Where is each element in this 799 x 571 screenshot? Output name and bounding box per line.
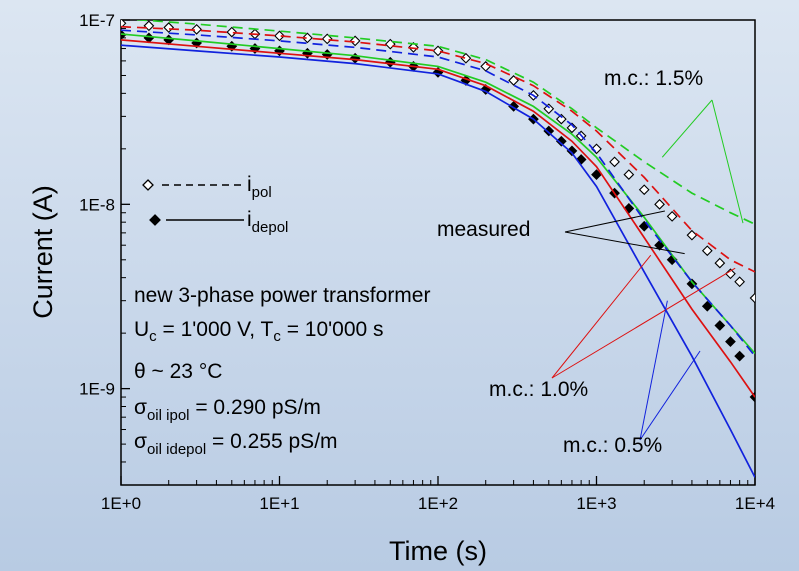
series-line-model-ipol-15 [130, 20, 755, 225]
legend-marker-idepol [149, 214, 161, 226]
x-tick-label: 1E+4 [735, 494, 775, 513]
info-line-4: σoil ipol = 0.290 pS/m [134, 396, 321, 424]
y-axis-label: Current (A) [28, 185, 58, 319]
data-point [143, 20, 155, 32]
data-point [623, 169, 635, 180]
data-point [432, 45, 444, 57]
x-tick-label: 1E+2 [418, 494, 458, 513]
data-point [638, 184, 650, 196]
data-point [714, 257, 726, 269]
data-point [349, 35, 361, 47]
legend-label-ipol: ipol [247, 173, 272, 201]
annotation-leader-line [639, 350, 701, 441]
x-tick-label: 1E+1 [259, 494, 299, 513]
info-line-5: σoil idepol = 0.255 pS/m [134, 430, 338, 458]
data-point [725, 336, 736, 347]
data-point [321, 33, 333, 45]
data-point [666, 211, 678, 222]
data-point [654, 198, 665, 210]
data-point [480, 61, 492, 72]
series-line-model-idepol-10 [121, 39, 755, 398]
data-point [714, 320, 726, 331]
data-point [734, 276, 746, 288]
annotation-mc-0.5: m.c.: 0.5% [563, 434, 662, 457]
series-line-model-ipol-10 [121, 25, 755, 273]
data-point [575, 154, 587, 165]
data-point [591, 169, 602, 180]
annotation-leader-line [711, 99, 744, 224]
data-point [555, 135, 567, 147]
series-line-model-ipol-05 [121, 29, 755, 357]
legend-marker-ipol [142, 179, 154, 191]
annotation-leader-line [564, 231, 685, 255]
annotation-leader-line [551, 254, 652, 379]
info-line-1: new 3-phase power transformer [134, 284, 430, 307]
series-line-model-idepol-15 [121, 33, 755, 355]
y-tick-label: 1E-7 [79, 11, 115, 30]
data-point [734, 350, 746, 362]
annotation-mc-1.5: m.c.: 1.5% [604, 67, 703, 90]
data-point [163, 22, 175, 33]
data-point [384, 38, 396, 50]
data-point [609, 156, 620, 168]
data-point [686, 229, 698, 241]
series-measured-ipol [121, 20, 755, 304]
info-line-2: Uc = 1'000 V, Tc = 10'000 s [134, 318, 384, 345]
data-point [543, 103, 555, 115]
legend: ipol idepol [142, 173, 288, 236]
data-point [701, 245, 713, 257]
data-point [302, 32, 313, 44]
data-point [623, 203, 635, 214]
data-point [121, 20, 127, 29]
data-point [566, 122, 578, 134]
data-point [749, 292, 755, 304]
data-point [226, 26, 238, 38]
series-line-model-idepol-05 [121, 44, 755, 478]
data-point [654, 239, 665, 251]
data-point [701, 300, 713, 312]
axis-ticks: 1E+0 1E+1 1E+2 1E+3 1E+4 1E-9 1E-8 1E-7 [79, 11, 775, 513]
data-point [686, 278, 698, 290]
annotation-leader-line [639, 300, 668, 441]
data-point [274, 30, 285, 42]
data-point [555, 113, 567, 125]
annotation-leader-line [564, 210, 665, 233]
data-point [191, 23, 203, 35]
annotation-measured: measured [437, 218, 530, 241]
series-group [121, 20, 755, 478]
x-tick-label: 1E+0 [101, 494, 141, 513]
info-block: new 3-phase power transformer Uc = 1'000… [134, 284, 430, 458]
y-tick-label: 1E-9 [79, 380, 115, 399]
data-point [543, 125, 555, 137]
annotation-mc-1.0: m.c.: 1.0% [489, 378, 588, 401]
annotation-leaders [551, 99, 744, 441]
x-axis-label: Time (s) [389, 536, 487, 566]
annotation-leader-line [551, 267, 736, 379]
data-point [143, 32, 155, 44]
annotation-leader-line [661, 99, 713, 158]
x-tick-label: 1E+3 [576, 494, 616, 513]
y-tick-label: 1E-8 [79, 195, 115, 214]
data-point [725, 268, 736, 280]
info-line-3: θ ~ 23 °C [134, 360, 222, 383]
legend-label-idepol: idepol [247, 208, 288, 236]
